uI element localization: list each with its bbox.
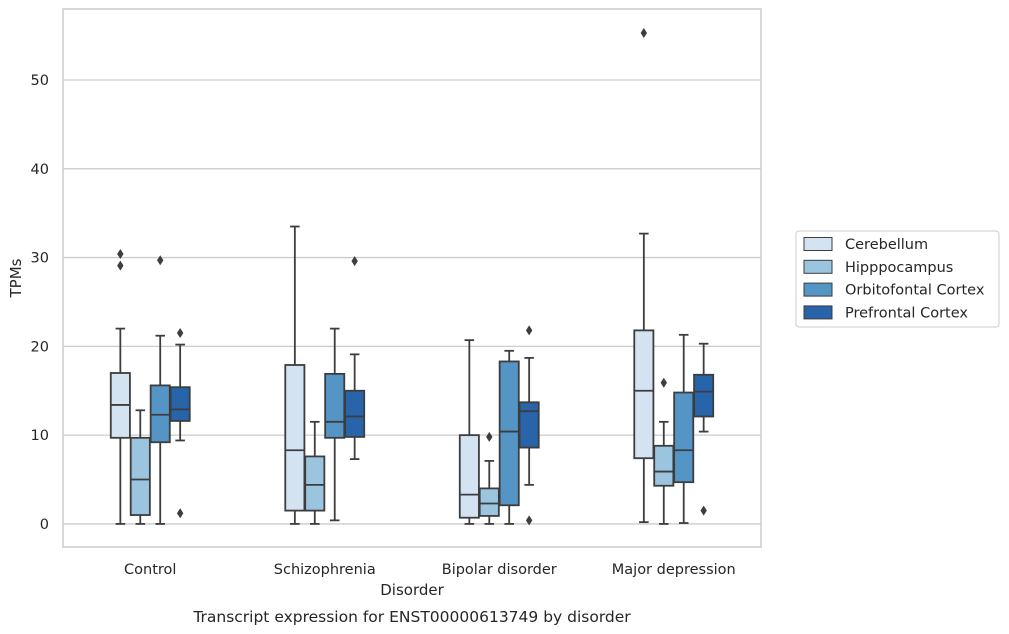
box-3 <box>169 328 191 519</box>
box-1 <box>129 409 151 525</box>
outlier-marker <box>525 325 533 336</box>
box-body <box>693 373 715 418</box>
legend-label: Hipppocampus <box>845 260 953 276</box>
outlier-marker <box>700 505 707 516</box>
box-3 <box>344 256 366 461</box>
outlier-marker <box>117 260 124 271</box>
outlier-marker <box>176 508 184 519</box>
box-body <box>518 401 540 449</box>
box-body <box>129 436 151 516</box>
x-tick-label: Schizophrenia <box>274 562 376 578</box>
box-body <box>498 360 520 507</box>
legend-swatch <box>803 259 833 274</box>
outlier-marker <box>117 249 124 260</box>
box-body <box>169 386 191 422</box>
y-tick-label: 40 <box>31 162 49 178</box>
x-tick-label: Bipolar disorder <box>442 562 557 578</box>
box-body <box>653 444 675 487</box>
box-3 <box>693 342 715 516</box>
y-tick-label: 10 <box>31 428 49 444</box>
box-1 <box>653 377 675 525</box>
y-axis-label: TPMs <box>7 258 25 298</box>
box-2 <box>149 255 171 525</box>
box-body <box>304 455 326 512</box>
box-body <box>478 487 500 517</box>
outlier-marker <box>351 256 358 267</box>
box-0 <box>458 339 480 525</box>
box-body <box>284 364 306 512</box>
box-body <box>458 434 480 519</box>
legend-label: Orbitofontal Cortex <box>845 283 985 299</box>
x-axis-label: Disorder <box>380 581 444 599</box>
legend-swatch <box>803 305 833 320</box>
outlier-marker <box>525 515 533 526</box>
x-tick-label: Control <box>124 562 176 578</box>
y-tick-labels: 0 10 20 30 40 50 <box>31 73 49 533</box>
box-body <box>633 329 655 460</box>
box-body <box>673 391 695 484</box>
legend-swatch <box>803 282 833 297</box>
x-tick-label: Major depression <box>612 562 736 578</box>
outlier-marker <box>660 377 667 388</box>
outlier-marker <box>157 255 164 266</box>
legend-label: Prefrontal Cortex <box>845 305 968 321</box>
outlier-marker <box>486 431 493 442</box>
plot-frame <box>62 8 762 548</box>
y-tick-label: 20 <box>31 339 49 355</box>
legend-label: Cerebellum <box>845 237 928 253</box>
legend: Cerebellum Hipppocampus Orbitofontal Corte… <box>795 230 1000 328</box>
y-tick-label: 30 <box>31 251 49 267</box>
x-tick-labels: Control Schizophrenia Bipolar disorder Majo… <box>124 562 736 578</box>
outlier-marker <box>640 27 648 38</box>
y-tick-label: 50 <box>31 73 49 89</box>
box-0 <box>633 27 655 524</box>
outlier-marker <box>176 328 184 339</box>
box-series <box>109 27 715 526</box>
box-0 <box>284 225 306 525</box>
box-body <box>324 372 346 439</box>
y-tick-label: 0 <box>40 517 49 533</box>
box-2 <box>498 349 520 525</box>
box-body <box>344 389 366 438</box>
box-3 <box>518 325 540 526</box>
legend-frame <box>795 230 1000 328</box>
box-0 <box>109 249 131 525</box>
box-2 <box>673 333 695 524</box>
legend-swatch <box>803 237 833 251</box>
chart-caption: Transcript expression for ENST0000061374… <box>192 608 631 626</box>
box-1 <box>304 420 326 525</box>
